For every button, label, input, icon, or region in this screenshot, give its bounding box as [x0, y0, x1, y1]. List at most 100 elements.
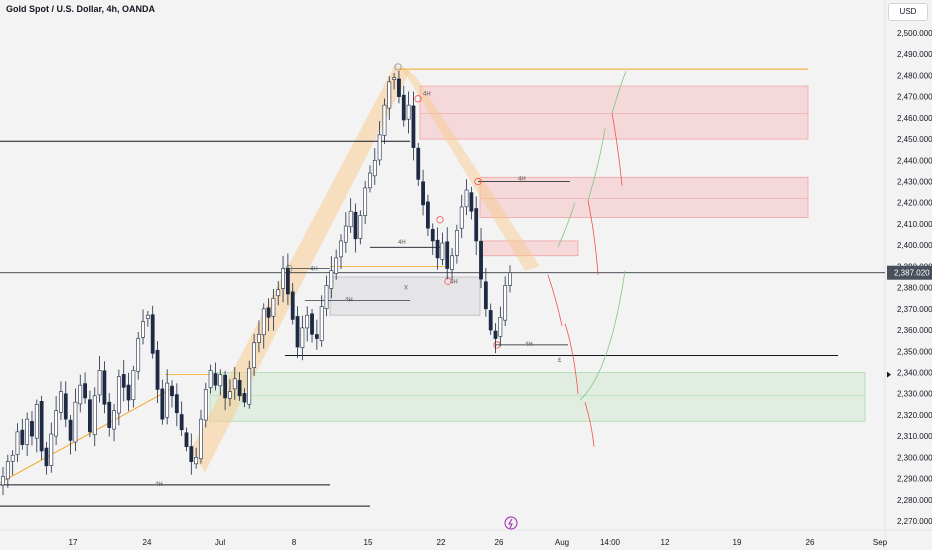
y-tick-label: 2,500.000 [897, 29, 932, 38]
projection-up [611, 71, 627, 114]
candle-body [358, 215, 363, 239]
y-tick-label: 2,310.000 [897, 432, 932, 441]
candle-body [141, 321, 145, 338]
candle-body [479, 240, 483, 280]
candle-body [290, 291, 295, 320]
supply-zone-top [419, 85, 809, 140]
candle-body [474, 208, 479, 242]
candle-body [271, 297, 276, 317]
candle-body [232, 378, 237, 390]
candle-body [112, 410, 116, 430]
candle-body [285, 267, 290, 295]
candle-body [498, 317, 503, 337]
candle-body [450, 255, 454, 270]
candle-body [145, 314, 150, 319]
candle-body [493, 330, 498, 339]
y-tick-label: 2,450.000 [897, 135, 932, 144]
candle-body [435, 239, 440, 259]
x-tick-label: 19 [733, 538, 742, 547]
candle-body [194, 457, 199, 465]
y-tick-label: 2,320.000 [897, 411, 932, 420]
candle-body [73, 401, 78, 443]
candle-body [300, 327, 305, 349]
candle-body [401, 94, 406, 121]
candle-body [136, 338, 141, 372]
currency-button[interactable]: USD [888, 3, 928, 21]
candle-body [411, 105, 416, 148]
swing-marker [436, 216, 444, 224]
candle-body [314, 334, 319, 339]
y-tick-label: 2,440.000 [897, 156, 932, 165]
swing-marker [414, 95, 422, 103]
y-tick-label: 2,370.000 [897, 305, 932, 314]
candle-body [213, 373, 218, 386]
y-tick-label: 2,410.000 [897, 220, 932, 229]
candle-body [25, 418, 30, 445]
candle-body [1, 476, 5, 486]
candle-body [440, 242, 445, 260]
candle-body [160, 388, 165, 420]
chart-title: Gold Spot / U.S. Dollar, 4h, OANDA [6, 4, 156, 14]
candle-body [445, 241, 450, 269]
y-tick-label: 2,350.000 [897, 347, 932, 356]
candle-body [310, 313, 314, 335]
candle-body [228, 391, 232, 399]
tf-label-4h: 4H [518, 176, 526, 182]
candle-body [49, 433, 54, 466]
candle-body [203, 389, 208, 421]
candle-body [319, 306, 324, 342]
candle-body [252, 342, 256, 368]
time-axis: 17 24 Jul 8 15 22 26 Aug 14:00 12 19 26 Sep [69, 516, 888, 547]
y-tick-label: 2,360.000 [897, 326, 932, 335]
candle-body [257, 333, 261, 343]
demand-zone [209, 372, 866, 422]
projection-up [579, 270, 626, 401]
candle-body [218, 374, 223, 387]
candle-body [416, 147, 421, 180]
tf-label-4h: 4H [450, 279, 458, 285]
candle-body [242, 393, 247, 403]
candle-body [116, 376, 121, 414]
tf-label-4h: 4H [310, 267, 318, 273]
projection-down [547, 274, 563, 326]
y-tick-label: 2,420.000 [897, 199, 932, 208]
candle-body [83, 383, 87, 399]
candle-body [179, 414, 184, 431]
candle-body [5, 461, 10, 480]
candle-body [368, 172, 372, 189]
candle-body [165, 382, 170, 418]
y-tick-label: 2,330.000 [897, 390, 932, 399]
candle-body [454, 230, 459, 256]
candle-body [20, 429, 25, 445]
y-tick-label: 2,470.000 [897, 93, 932, 102]
y-tick-label: 2,290.000 [897, 475, 932, 484]
projection-up [587, 128, 606, 201]
swing-marker [474, 177, 482, 186]
candle-body [392, 77, 397, 80]
y-tick-label: 2,460.000 [897, 114, 932, 123]
candle-body [483, 281, 488, 310]
candle-body [237, 380, 242, 397]
candle-body [199, 418, 203, 460]
x-tick-label: 24 [143, 538, 152, 547]
candle-body [459, 206, 464, 229]
candle-body [406, 104, 411, 120]
x-tick-label: 8 [292, 538, 297, 547]
tf-label-4h: 4H [525, 342, 533, 348]
candle-body [92, 395, 97, 436]
candle-body [131, 370, 136, 401]
candle-body [174, 394, 179, 414]
candle-body [339, 240, 343, 258]
candle-body [121, 374, 126, 388]
candle-body [488, 310, 493, 331]
candle-body [503, 285, 508, 321]
candle-body [155, 349, 160, 390]
candle-body [102, 370, 107, 405]
projection-down [611, 113, 623, 186]
lightning-icon[interactable] [504, 516, 518, 530]
candle-body [372, 160, 377, 177]
price-axis: 2,500.000 2,490.000 2,480.000 2,470.000 2,46… [887, 29, 932, 526]
candle-body [78, 384, 83, 405]
candle-body [88, 399, 92, 433]
